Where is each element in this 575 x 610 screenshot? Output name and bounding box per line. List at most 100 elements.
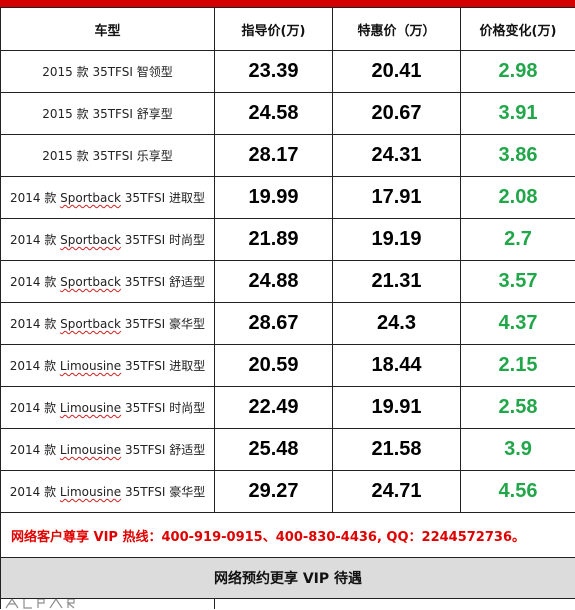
special-price-cell: 17.91 — [332, 176, 461, 219]
price-change-cell: 2.7 — [460, 218, 575, 261]
model-year: 2015 款 — [42, 107, 89, 121]
model-trim: 35TFSI 豪华型 — [124, 317, 205, 331]
model-year: 2015 款 — [42, 149, 89, 163]
model-variant: Sportback — [60, 233, 121, 247]
guide-price-cell: 24.58 — [214, 92, 333, 135]
special-price-cell: 20.41 — [332, 50, 461, 93]
model-trim: 35TFSI 舒享型 — [92, 107, 173, 121]
model-cell: 2014 款 Sportback 35TFSI 豪华型 — [0, 302, 215, 345]
price-change-cell: 4.56 — [460, 470, 575, 513]
special-price-cell: 18.44 — [332, 344, 461, 387]
price-change-cell: 3.86 — [460, 134, 575, 177]
table-row: 2015 款 35TFSI 乐享型 28.17 24.31 3.86 — [0, 134, 575, 177]
model-cell: 2014 款 Limousine 35TFSI 时尚型 — [0, 386, 215, 429]
table-row: 2014 款 Limousine 35TFSI 时尚型 22.49 19.91 2.5… — [0, 386, 575, 429]
model-year: 2014 款 — [9, 191, 57, 205]
model-cell: 2015 款 35TFSI 乐享型 — [0, 134, 215, 177]
model-variant: Limousine — [59, 485, 122, 499]
vip-banner-text: 网络预约更享 VIP 待遇 — [0, 557, 575, 599]
guide-price-cell: 25.48 — [214, 428, 333, 471]
model-trim: 35TFSI 舒适型 — [124, 443, 206, 457]
model-year: 2014 款 — [9, 233, 57, 247]
table-row: 2015 款 35TFSI 智领型 23.39 20.41 2.98 — [0, 50, 575, 93]
model-variant: Limousine — [59, 359, 122, 373]
model-trim: 35TFSI 进取型 — [124, 359, 206, 373]
special-price-cell: 21.58 — [332, 428, 461, 471]
table-row: 2014 款 Sportback 35TFSI 进取型 19.99 17.91 2.0… — [0, 176, 575, 219]
model-trim: 35TFSI 豪华型 — [124, 485, 206, 499]
blank-cell — [214, 598, 575, 609]
special-price-cell: 19.19 — [332, 218, 461, 261]
model-year: 2014 款 — [9, 317, 57, 331]
table-row: 2014 款 Limousine 35TFSI 舒适型 25.48 21.58 3.9 — [0, 428, 575, 471]
model-year: 2014 款 — [9, 275, 57, 289]
model-variant: Sportback — [60, 317, 121, 331]
model-year: 2014 款 — [9, 359, 57, 373]
price-change-cell: 3.9 — [460, 428, 575, 471]
hotline-text: 网络客户尊享 VIP 热线：400-919-0915、400-830-4436,… — [0, 512, 575, 558]
guide-price-cell: 29.27 — [214, 470, 333, 513]
price-change-cell: 2.98 — [460, 50, 575, 93]
model-year: 2014 款 — [9, 485, 57, 499]
table-row: 2015 款 35TFSI 舒享型 24.58 20.67 3.91 — [0, 92, 575, 135]
model-cell: 2014 款 Sportback 35TFSI 舒适型 — [0, 260, 215, 303]
model-cell: 2014 款 Limousine 35TFSI 进取型 — [0, 344, 215, 387]
special-price-cell: 20.67 — [332, 92, 461, 135]
model-trim: 35TFSI 时尚型 — [124, 401, 206, 415]
hotline-row: 网络客户尊享 VIP 热线：400-919-0915、400-830-4436,… — [0, 512, 575, 558]
model-cell: 2015 款 35TFSI 智领型 — [0, 50, 215, 93]
table-row: 2014 款 Limousine 35TFSI 进取型 20.59 18.44 2.1… — [0, 344, 575, 387]
table-body: 2015 款 35TFSI 智领型 23.39 20.41 2.98 2015 款 35… — [0, 50, 575, 513]
special-price-cell: 21.31 — [332, 260, 461, 303]
table-row: 2014 款 Sportback 35TFSI 豪华型 28.67 24.3 4.37 — [0, 302, 575, 345]
model-year: 2014 款 — [9, 443, 57, 457]
model-cell: 2014 款 Limousine 35TFSI 豪华型 — [0, 470, 215, 513]
header-model: 车型 — [0, 7, 215, 51]
table-row: 2014 款 Limousine 35TFSI 豪华型 29.27 24.71 4.5… — [0, 470, 575, 513]
price-table: 车型 指导价(万) 特惠价（万） 价格变化(万) 2015 款 35TFSI 智… — [0, 7, 575, 609]
vip-banner-row: 网络预约更享 VIP 待遇 — [0, 557, 575, 599]
model-cell: 2014 款 Sportback 35TFSI 时尚型 — [0, 218, 215, 261]
model-variant: Sportback — [60, 191, 121, 205]
guide-price-cell: 23.39 — [214, 50, 333, 93]
guide-price-cell: 19.99 — [214, 176, 333, 219]
guide-price-cell: 20.59 — [214, 344, 333, 387]
model-year: 2014 款 — [9, 401, 57, 415]
special-price-cell: 24.71 — [332, 470, 461, 513]
guide-price-cell: 28.17 — [214, 134, 333, 177]
model-variant: Limousine — [59, 401, 122, 415]
model-cell: 2014 款 Limousine 35TFSI 舒适型 — [0, 428, 215, 471]
price-change-cell: 4.37 — [460, 302, 575, 345]
header-guide-price: 指导价(万) — [214, 7, 333, 51]
model-trim: 35TFSI 进取型 — [124, 191, 205, 205]
model-year: 2015 款 — [42, 65, 89, 79]
model-trim: 35TFSI 智领型 — [92, 65, 173, 79]
table-row: 2014 款 Sportback 35TFSI 时尚型 21.89 19.19 2.7 — [0, 218, 575, 261]
watermark-logo — [5, 597, 75, 609]
price-change-cell: 2.08 — [460, 176, 575, 219]
guide-price-cell: 22.49 — [214, 386, 333, 429]
special-price-cell: 24.3 — [332, 302, 461, 345]
guide-price-cell: 21.89 — [214, 218, 333, 261]
table-header-row: 车型 指导价(万) 特惠价（万） 价格变化(万) — [0, 7, 575, 51]
price-change-cell: 3.57 — [460, 260, 575, 303]
model-cell: 2014 款 Sportback 35TFSI 进取型 — [0, 176, 215, 219]
table-row: 2014 款 Sportback 35TFSI 舒适型 24.88 21.31 3.5… — [0, 260, 575, 303]
model-trim: 35TFSI 舒适型 — [124, 275, 205, 289]
model-variant: Sportback — [60, 275, 121, 289]
model-trim: 35TFSI 时尚型 — [124, 233, 205, 247]
model-trim: 35TFSI 乐享型 — [92, 149, 173, 163]
header-price-change: 价格变化(万) — [460, 7, 575, 51]
price-change-cell: 2.58 — [460, 386, 575, 429]
price-change-cell: 3.91 — [460, 92, 575, 135]
top-red-bar — [0, 0, 575, 7]
model-cell: 2015 款 35TFSI 舒享型 — [0, 92, 215, 135]
special-price-cell: 24.31 — [332, 134, 461, 177]
model-variant: Limousine — [59, 443, 122, 457]
guide-price-cell: 24.88 — [214, 260, 333, 303]
header-special-price: 特惠价（万） — [332, 7, 461, 51]
guide-price-cell: 28.67 — [214, 302, 333, 345]
price-change-cell: 2.15 — [460, 344, 575, 387]
special-price-cell: 19.91 — [332, 386, 461, 429]
